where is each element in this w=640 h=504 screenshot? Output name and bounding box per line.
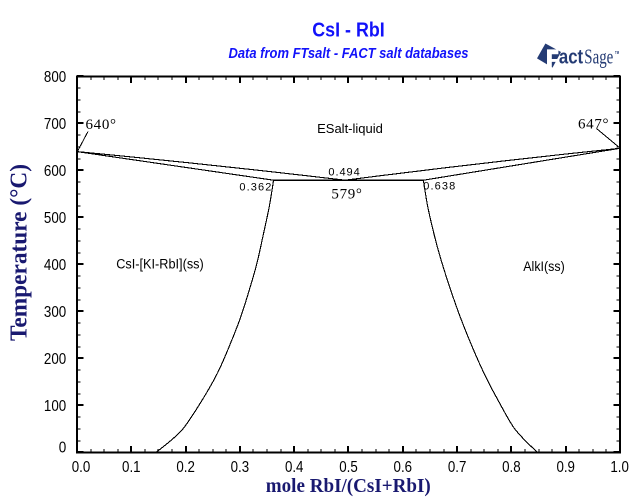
svg-text:0.2: 0.2	[176, 459, 195, 476]
svg-text:CsI-[KI-RbI](ss): CsI-[KI-RbI](ss)	[116, 256, 204, 271]
svg-text:1.0: 1.0	[610, 459, 629, 476]
svg-text:CsI - RbI: CsI - RbI	[312, 20, 385, 42]
svg-text:200: 200	[44, 351, 66, 368]
svg-text:0.6: 0.6	[394, 459, 413, 476]
svg-text:0.8: 0.8	[502, 459, 521, 476]
svg-text:100: 100	[44, 398, 66, 415]
svg-text:800: 800	[44, 69, 66, 86]
svg-text:0.0: 0.0	[72, 459, 91, 476]
svg-text:AlkI(ss): AlkI(ss)	[523, 258, 565, 274]
svg-text:Sage: Sage	[584, 44, 613, 68]
svg-text:579°: 579°	[331, 187, 362, 203]
svg-text:act: act	[559, 46, 583, 68]
svg-text:0.9: 0.9	[556, 459, 575, 476]
svg-text:640°: 640°	[86, 117, 117, 133]
svg-text:0.1: 0.1	[122, 459, 141, 476]
svg-text:Temperature (°C): Temperature (°C)	[7, 164, 33, 341]
svg-text:300: 300	[44, 304, 66, 321]
svg-text:400: 400	[44, 257, 66, 274]
svg-text:0.4: 0.4	[285, 459, 304, 476]
svg-text:ESalt-liquid: ESalt-liquid	[317, 121, 383, 136]
svg-text:mole RbI/(CsI+RbI): mole RbI/(CsI+RbI)	[266, 475, 431, 497]
svg-text:Data from FTsalt - FACT salt d: Data from FTsalt - FACT salt databases	[229, 46, 469, 62]
svg-text:0: 0	[59, 440, 67, 457]
svg-text:600: 600	[44, 163, 66, 180]
svg-text:0.638: 0.638	[423, 180, 455, 192]
svg-text:647°: 647°	[578, 117, 609, 133]
svg-text:700: 700	[44, 116, 66, 133]
svg-text:0.362: 0.362	[239, 181, 271, 193]
svg-text:0.5: 0.5	[339, 459, 358, 476]
svg-text:0.7: 0.7	[448, 459, 467, 476]
svg-text:500: 500	[44, 210, 66, 227]
svg-text:TM: TM	[615, 50, 619, 55]
svg-text:0.494: 0.494	[328, 166, 359, 178]
svg-text:0.3: 0.3	[231, 459, 250, 476]
